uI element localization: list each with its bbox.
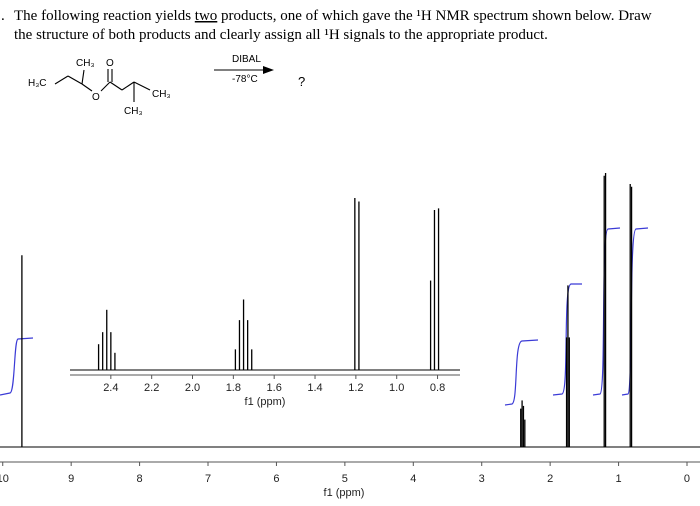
x-tick-label: 1.8 — [226, 382, 241, 394]
x-tick-label: 9 — [68, 473, 74, 485]
product: ? — [298, 74, 305, 89]
x-tick-label: 1.0 — [389, 382, 404, 394]
x-tick-label: 6 — [273, 473, 279, 485]
atom-label: O — [92, 92, 100, 103]
bond — [81, 83, 93, 92]
integral-curve — [592, 227, 621, 396]
x-tick-label: 0 — [684, 473, 690, 485]
x-tick-label: 2.4 — [103, 382, 118, 394]
bond — [81, 69, 85, 85]
bond — [54, 75, 69, 85]
x-tick-label: 2 — [547, 473, 553, 485]
x-tick-label: 1.6 — [267, 382, 282, 394]
bond — [67, 75, 83, 85]
reagent: DIBAL — [232, 54, 261, 65]
atom-label: O — [106, 58, 114, 69]
atom-label: CH₃ — [76, 58, 95, 69]
integral-curve — [504, 339, 539, 406]
bond — [109, 81, 123, 91]
x-tick-label: 1 — [616, 473, 622, 485]
integral-curve — [0, 337, 34, 396]
x-tick-label: 8 — [137, 473, 143, 485]
x-tick-label: 2.0 — [185, 382, 200, 394]
x-axis-label: f1 (ppm) — [245, 396, 286, 408]
x-tick-label: 10 — [0, 473, 9, 485]
x-tick-label: 3 — [479, 473, 485, 485]
atom-label: CH₃ — [124, 106, 143, 117]
x-tick-label: 7 — [205, 473, 211, 485]
atom-label: CH₃ — [152, 89, 171, 100]
x-tick-label: 1.2 — [348, 382, 363, 394]
question-text: products, one of which gave the ¹H NMR s… — [217, 8, 651, 24]
reaction-scheme: CH₃ O H₃C O CH₃ CH₃ DIBAL -78°C ? — [28, 54, 305, 117]
question-line: The following reaction yields two produc… — [14, 8, 652, 24]
x-tick-label: 1.4 — [307, 382, 322, 394]
x-tick-label: 4 — [410, 473, 416, 485]
conditions: -78°C — [232, 74, 258, 85]
x-tick-label: 2.2 — [144, 382, 159, 394]
bond — [100, 81, 111, 92]
question-emphasis: two — [195, 8, 218, 24]
bond — [121, 81, 135, 91]
atom-label: H₃C — [28, 78, 47, 89]
x-tick-label: 5 — [342, 473, 348, 485]
question-marker: . — [1, 8, 5, 24]
question-line: the structure of both products and clear… — [14, 27, 548, 43]
x-axis-label: f1 (ppm) — [324, 487, 365, 499]
question-text: The following reaction yields — [14, 8, 195, 24]
arrow-head — [263, 66, 274, 74]
x-tick-label: 0.8 — [430, 382, 445, 394]
integral-curve — [621, 227, 649, 396]
bond — [133, 81, 151, 91]
